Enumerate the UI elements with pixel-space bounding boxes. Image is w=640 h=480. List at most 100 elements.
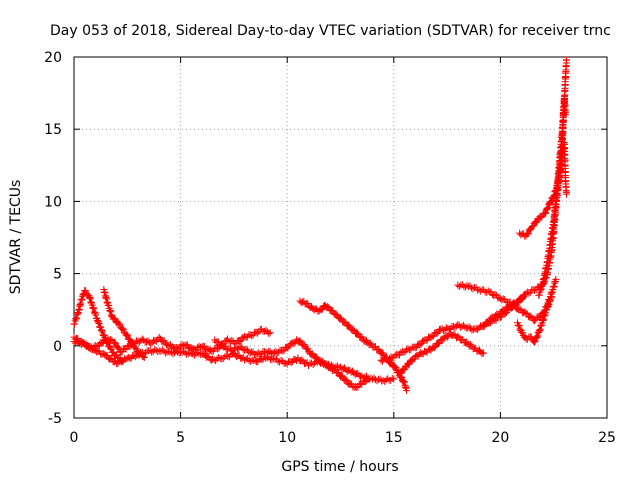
data-point (404, 345, 412, 353)
data-point (461, 283, 469, 291)
x-tick-labels: 0 5 10 15 20 25 (70, 430, 616, 446)
data-point (501, 310, 509, 318)
series-pass-8 (396, 330, 487, 377)
data-point (128, 338, 136, 346)
data-point (116, 320, 124, 328)
data-point (224, 346, 232, 354)
data-point (73, 314, 81, 322)
data-point (363, 376, 371, 384)
data-point (246, 349, 254, 357)
data-point (242, 345, 250, 353)
data-point (400, 366, 408, 374)
data-point (228, 337, 236, 345)
y-tick-label: 20 (44, 50, 62, 66)
data-point (488, 317, 496, 325)
data-point (486, 319, 494, 327)
data-point (469, 285, 477, 293)
data-point (547, 199, 555, 207)
data-point (90, 308, 98, 316)
data-point (531, 338, 539, 346)
data-point (241, 356, 249, 364)
data-point (242, 334, 250, 342)
data-point (247, 357, 255, 365)
data-point (445, 325, 453, 333)
data-point (435, 340, 443, 348)
data-point (547, 294, 555, 302)
data-point (398, 373, 406, 381)
data-point (96, 323, 104, 331)
data-point (515, 321, 523, 329)
data-point (542, 209, 550, 217)
data-point (525, 289, 533, 297)
data-point (457, 281, 465, 289)
data-point (516, 325, 524, 333)
data-point (78, 295, 86, 303)
data-point (95, 318, 103, 326)
series-pass-5 (211, 336, 372, 392)
data-point (72, 315, 80, 323)
data-point (168, 343, 176, 351)
data-point (139, 353, 147, 361)
data-point (107, 308, 115, 316)
data-point (548, 293, 556, 301)
data-point (342, 376, 350, 384)
data-point (562, 56, 570, 64)
data-point (390, 362, 398, 370)
data-point (524, 229, 532, 237)
data-point (522, 309, 530, 317)
y-tick-label: 0 (53, 339, 62, 355)
data-point (106, 344, 114, 352)
data-point (105, 302, 113, 310)
data-point (235, 345, 243, 353)
data-point (400, 377, 408, 385)
data-point (93, 317, 101, 325)
data-point (276, 358, 284, 366)
data-point (123, 331, 131, 339)
data-point (265, 330, 273, 338)
data-point (451, 324, 459, 332)
data-point (390, 375, 398, 383)
data-point (467, 341, 475, 349)
data-point (236, 337, 244, 345)
data-point (98, 327, 106, 335)
data-point (387, 353, 395, 361)
x-tick-label: 5 (176, 430, 185, 446)
data-point (118, 325, 126, 333)
y-axis-label: SDTVAR / TECUs (8, 180, 24, 295)
data-point (222, 351, 230, 359)
data-point (430, 344, 438, 352)
data-point (544, 203, 552, 211)
data-point (364, 375, 372, 383)
data-point (552, 275, 560, 283)
data-point (384, 356, 392, 364)
data-point (290, 340, 298, 348)
data-point (366, 339, 374, 347)
data-point (273, 349, 281, 357)
data-point (177, 342, 185, 350)
data-point (531, 337, 539, 345)
data-point (165, 341, 173, 349)
data-point (534, 332, 542, 340)
data-point (89, 304, 97, 312)
data-point (118, 324, 126, 332)
data-point (540, 315, 548, 323)
data-point (262, 326, 270, 334)
data-point (119, 326, 127, 334)
data-point (256, 350, 264, 358)
data-point (206, 346, 214, 354)
data-point (532, 333, 540, 341)
data-point (226, 338, 234, 346)
data-point (140, 353, 148, 361)
x-tick-label: 15 (385, 430, 403, 446)
data-point (142, 338, 150, 346)
data-point (518, 295, 526, 303)
data-point (482, 320, 490, 328)
data-point (527, 312, 535, 320)
y-tick-labels: -5 0 5 10 15 20 (44, 50, 62, 427)
data-point (255, 349, 263, 357)
series-pass-4 (100, 285, 148, 361)
data-point (130, 343, 138, 351)
data-point (215, 353, 223, 361)
data-point (146, 347, 154, 355)
